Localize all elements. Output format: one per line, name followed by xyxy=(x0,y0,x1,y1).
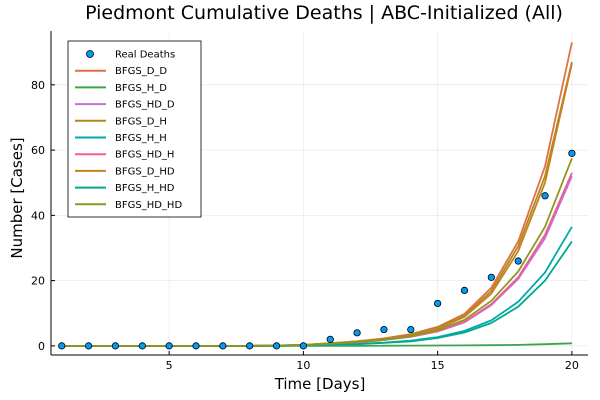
real-deaths-point xyxy=(380,325,388,334)
y-tick-label: 40 xyxy=(31,209,45,222)
real-deaths-point xyxy=(111,342,120,350)
y-tick-label: 60 xyxy=(31,144,45,157)
series-line-bfgs-h-hd xyxy=(61,240,573,347)
chart-title: Piedmont Cumulative Deaths | ABC-Initial… xyxy=(85,2,563,24)
real-deaths-point xyxy=(407,325,415,334)
x-axis-label: Time [Days] xyxy=(274,375,366,393)
real-deaths-point xyxy=(299,342,307,350)
real-deaths-point xyxy=(272,342,281,350)
real-deaths-point xyxy=(192,342,200,350)
legend-label: BFGS_D_HD xyxy=(115,166,175,177)
real-deaths-point xyxy=(58,342,66,350)
y-tick-label: 0 xyxy=(38,340,45,353)
x-tick-label: 20 xyxy=(565,359,579,372)
real-deaths-point xyxy=(246,342,254,350)
legend-label: BFGS_D_D xyxy=(115,66,167,77)
real-deaths-point xyxy=(460,286,469,294)
y-tick-label: 80 xyxy=(31,79,45,92)
legend-label: Real Deaths xyxy=(115,50,175,61)
legend-label: BFGS_H_H xyxy=(115,133,167,144)
legend-label: BFGS_H_D xyxy=(115,83,167,94)
legend-label: BFGS_HD_D xyxy=(115,100,175,111)
data-points xyxy=(58,149,576,350)
x-tick-label: 5 xyxy=(166,359,173,372)
real-deaths-point xyxy=(326,335,334,343)
real-deaths-point xyxy=(165,342,173,350)
x-tick-label: 15 xyxy=(431,359,445,372)
x-tick-label: 10 xyxy=(296,359,310,372)
legend: Real Deaths BFGS_D_D BFGS_H_D BFGS_HD_D BFGS… xyxy=(67,40,202,218)
legend-label: BFGS_D_H xyxy=(115,116,167,127)
legend-marker-real-deaths xyxy=(86,50,94,58)
real-deaths-point xyxy=(487,273,495,281)
y-tick-label: 20 xyxy=(31,275,45,288)
real-deaths-point xyxy=(84,342,93,350)
real-deaths-point xyxy=(541,192,549,200)
real-deaths-point xyxy=(219,342,227,350)
real-deaths-point xyxy=(434,299,442,308)
real-deaths-point xyxy=(568,149,576,157)
y-axis-label: Number [Cases] xyxy=(8,137,26,258)
real-deaths-point xyxy=(514,257,522,265)
x-tick-labels: 5 10 15 20 xyxy=(166,351,579,372)
y-tick-labels: 0 20 40 60 80 xyxy=(31,79,55,353)
series-lines xyxy=(61,42,573,347)
legend-label: BFGS_HD_HD xyxy=(115,200,182,211)
legend-label: BFGS_H_HD xyxy=(115,183,175,194)
legend-label: BFGS_HD_H xyxy=(115,150,174,161)
real-deaths-point xyxy=(353,329,361,337)
series-line-bfgs-hd-hd xyxy=(61,157,573,347)
real-deaths-point xyxy=(138,342,146,350)
